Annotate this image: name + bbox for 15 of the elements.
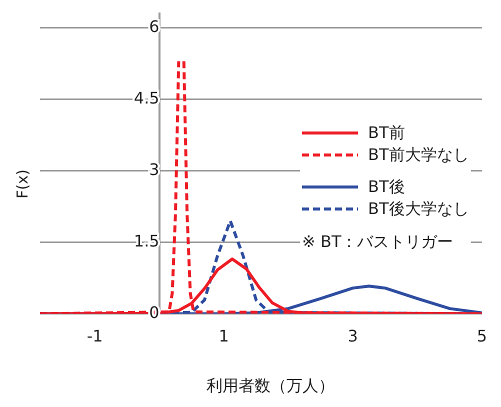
legend-label: BT前: [368, 122, 405, 144]
x-tick-label: 1: [218, 326, 229, 346]
y-tick-label: 4.5: [134, 88, 160, 108]
legend-label: BT後: [368, 176, 405, 198]
y-axis-title: F(x): [14, 169, 32, 199]
x-tick-label: 5: [476, 326, 488, 346]
x-axis-title: 利用者数（万人）: [206, 376, 336, 397]
legend-label: BT後大学なし: [368, 198, 469, 220]
y-tick-label: 3: [149, 160, 160, 180]
annotation: ※ BT：バストリガー: [302, 232, 454, 253]
y-tick-label: 6: [149, 17, 160, 36]
x-tick-label: 3: [348, 326, 358, 346]
x-tick-label: -1: [86, 326, 103, 346]
legend-label: BT前大学なし: [368, 144, 469, 166]
y-tick-label: 1.5: [134, 231, 160, 250]
